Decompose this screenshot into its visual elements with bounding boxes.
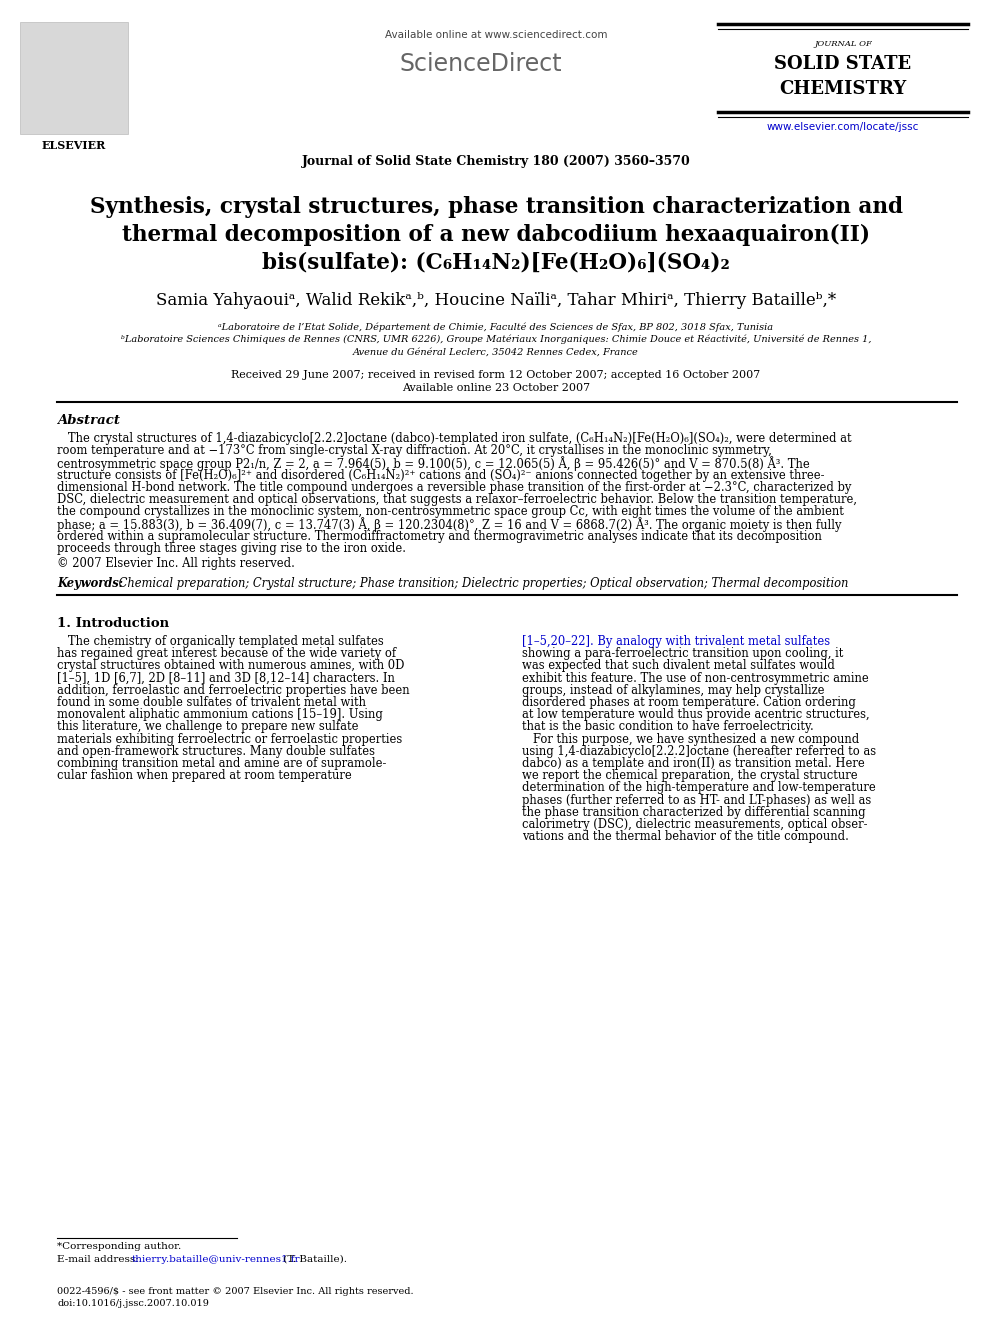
Text: ordered within a supramolecular structure. Thermodiffractometry and thermogravim: ordered within a supramolecular structur… [57, 529, 822, 542]
Text: we report the chemical preparation, the crystal structure: we report the chemical preparation, the … [522, 769, 858, 782]
Text: the compound crystallizes in the monoclinic system, non-centrosymmetric space gr: the compound crystallizes in the monocli… [57, 505, 844, 519]
Text: doi:10.1016/j.jssc.2007.10.019: doi:10.1016/j.jssc.2007.10.019 [57, 1299, 209, 1308]
Text: dimensional H-bond network. The title compound undergoes a reversible phase tran: dimensional H-bond network. The title co… [57, 480, 851, 493]
Text: thermal decomposition of a new dabcodiium hexaaquairon(II): thermal decomposition of a new dabcodiiu… [122, 224, 870, 246]
Text: 1. Introduction: 1. Introduction [57, 617, 169, 630]
Text: Abstract: Abstract [57, 414, 120, 427]
Text: www.elsevier.com/locate/jssc: www.elsevier.com/locate/jssc [767, 122, 920, 132]
Text: Chemical preparation; Crystal structure; Phase transition; Dielectric properties: Chemical preparation; Crystal structure;… [115, 577, 848, 590]
Text: centrosymmetric space group P2₁/n, Z = 2, a = 7.964(5), b = 9.100(5), c = 12.065: centrosymmetric space group P2₁/n, Z = 2… [57, 456, 809, 471]
Text: [1–5,20–22]. By analogy with trivalent metal sulfates: [1–5,20–22]. By analogy with trivalent m… [522, 635, 830, 648]
Text: ScienceDirect: ScienceDirect [400, 52, 562, 75]
Text: The chemistry of organically templated metal sulfates: The chemistry of organically templated m… [57, 635, 384, 648]
Text: this literature, we challenge to prepare new sulfate: this literature, we challenge to prepare… [57, 721, 358, 733]
Text: determination of the high-temperature and low-temperature: determination of the high-temperature an… [522, 782, 876, 794]
Text: Avenue du Général Leclerc, 35042 Rennes Cedex, France: Avenue du Général Leclerc, 35042 Rennes … [353, 348, 639, 357]
Text: Received 29 June 2007; received in revised form 12 October 2007; accepted 16 Oct: Received 29 June 2007; received in revis… [231, 370, 761, 380]
Text: ᵃLaboratoire de l’Etat Solide, Département de Chimie, Faculté des Sciences de Sf: ᵃLaboratoire de l’Etat Solide, Départeme… [218, 321, 774, 332]
Text: Available online 23 October 2007: Available online 23 October 2007 [402, 382, 590, 393]
Text: thierry.bataille@univ-rennes1.fr: thierry.bataille@univ-rennes1.fr [132, 1256, 301, 1263]
Text: JOURNAL OF: JOURNAL OF [814, 40, 872, 48]
Text: and open-framework structures. Many double sulfates: and open-framework structures. Many doub… [57, 745, 375, 758]
Text: The crystal structures of 1,4-diazabicyclo[2.2.2]octane (dabco)-templated iron s: The crystal structures of 1,4-diazabicyc… [57, 433, 851, 445]
Bar [20, 22, 128, 134]
Text: cular fashion when prepared at room temperature: cular fashion when prepared at room temp… [57, 769, 352, 782]
Text: structure consists of [Fe(H₂O)₆]²⁺ and disordered (C₆H₁₄N₂)²⁺ cations and (SO₄)²: structure consists of [Fe(H₂O)₆]²⁺ and d… [57, 468, 824, 482]
Text: room temperature and at −173°C from single-crystal X-ray diffraction. At 20°C, i: room temperature and at −173°C from sing… [57, 445, 772, 458]
Text: ELSEVIER: ELSEVIER [42, 140, 106, 151]
Text: crystal structures obtained with numerous amines, with 0D: crystal structures obtained with numerou… [57, 659, 405, 672]
Text: dabco) as a template and iron(II) as transition metal. Here: dabco) as a template and iron(II) as tra… [522, 757, 865, 770]
Text: phases (further referred to as HT- and LT-phases) as well as: phases (further referred to as HT- and L… [522, 794, 871, 807]
Text: bis(sulfate): (C₆H₁₄N₂)[Fe(H₂O)₆](SO₄)₂: bis(sulfate): (C₆H₁₄N₂)[Fe(H₂O)₆](SO₄)₂ [262, 251, 730, 274]
Text: addition, ferroelastic and ferroelectric properties have been: addition, ferroelastic and ferroelectric… [57, 684, 410, 697]
Text: groups, instead of alkylamines, may help crystallize: groups, instead of alkylamines, may help… [522, 684, 824, 697]
Text: CHEMISTRY: CHEMISTRY [780, 79, 907, 98]
Text: materials exhibiting ferroelectric or ferroelastic properties: materials exhibiting ferroelectric or fe… [57, 733, 402, 746]
Text: calorimetry (DSC), dielectric measurements, optical obser-: calorimetry (DSC), dielectric measuremen… [522, 818, 867, 831]
Text: combining transition metal and amine are of supramole-: combining transition metal and amine are… [57, 757, 386, 770]
Text: showing a para-ferroelectric transition upon cooling, it: showing a para-ferroelectric transition … [522, 647, 843, 660]
Text: DSC, dielectric measurement and optical observations, that suggests a relaxor–fe: DSC, dielectric measurement and optical … [57, 493, 857, 505]
Text: exhibit this feature. The use of non-centrosymmetric amine: exhibit this feature. The use of non-cen… [522, 672, 869, 684]
Text: disordered phases at room temperature. Cation ordering: disordered phases at room temperature. C… [522, 696, 856, 709]
Text: Journal of Solid State Chemistry 180 (2007) 3560–3570: Journal of Solid State Chemistry 180 (20… [302, 155, 690, 168]
Text: ᵇLaboratoire Sciences Chimiques de Rennes (CNRS, UMR 6226), Groupe Matériaux Ino: ᵇLaboratoire Sciences Chimiques de Renne… [121, 335, 871, 344]
Text: Available online at www.sciencedirect.com: Available online at www.sciencedirect.co… [385, 30, 607, 40]
Text: found in some double sulfates of trivalent metal with: found in some double sulfates of trivale… [57, 696, 366, 709]
Text: that is the basic condition to have ferroelectricity.: that is the basic condition to have ferr… [522, 721, 813, 733]
Text: the phase transition characterized by differential scanning: the phase transition characterized by di… [522, 806, 866, 819]
Text: 0022-4596/$ - see front matter © 2007 Elsevier Inc. All rights reserved.: 0022-4596/$ - see front matter © 2007 El… [57, 1287, 414, 1297]
Text: monovalent aliphatic ammonium cations [15–19]. Using: monovalent aliphatic ammonium cations [1… [57, 708, 383, 721]
Text: (T. Bataille).: (T. Bataille). [280, 1256, 347, 1263]
Text: SOLID STATE: SOLID STATE [775, 56, 912, 73]
Text: Synthesis, crystal structures, phase transition characterization and: Synthesis, crystal structures, phase tra… [89, 196, 903, 218]
Text: was expected that such divalent metal sulfates would: was expected that such divalent metal su… [522, 659, 835, 672]
Text: *Corresponding author.: *Corresponding author. [57, 1242, 182, 1252]
Text: proceeds through three stages giving rise to the iron oxide.: proceeds through three stages giving ris… [57, 542, 406, 554]
Text: has regained great interest because of the wide variety of: has regained great interest because of t… [57, 647, 396, 660]
Text: For this purpose, we have synthesized a new compound: For this purpose, we have synthesized a … [522, 733, 859, 746]
Text: [1–5], 1D [6,7], 2D [8–11] and 3D [8,12–14] characters. In: [1–5], 1D [6,7], 2D [8–11] and 3D [8,12–… [57, 672, 395, 684]
Text: vations and the thermal behavior of the title compound.: vations and the thermal behavior of the … [522, 831, 849, 843]
Text: Samia Yahyaouiᵃ, Walid Rekikᵃ,ᵇ, Houcine Naïliᵃ, Tahar Mhiriᵃ, Thierry Batailleᵇ: Samia Yahyaouiᵃ, Walid Rekikᵃ,ᵇ, Houcine… [156, 292, 836, 310]
Text: phase; a = 15.883(3), b = 36.409(7), c = 13.747(3) Å, β = 120.2304(8)°, Z = 16 a: phase; a = 15.883(3), b = 36.409(7), c =… [57, 517, 841, 532]
Text: © 2007 Elsevier Inc. All rights reserved.: © 2007 Elsevier Inc. All rights reserved… [57, 557, 295, 570]
Text: E-mail address:: E-mail address: [57, 1256, 142, 1263]
Text: using 1,4-diazabicyclo[2.2.2]octane (hereafter referred to as: using 1,4-diazabicyclo[2.2.2]octane (her… [522, 745, 876, 758]
Text: Keywords:: Keywords: [57, 577, 123, 590]
Text: at low temperature would thus provide acentric structures,: at low temperature would thus provide ac… [522, 708, 870, 721]
